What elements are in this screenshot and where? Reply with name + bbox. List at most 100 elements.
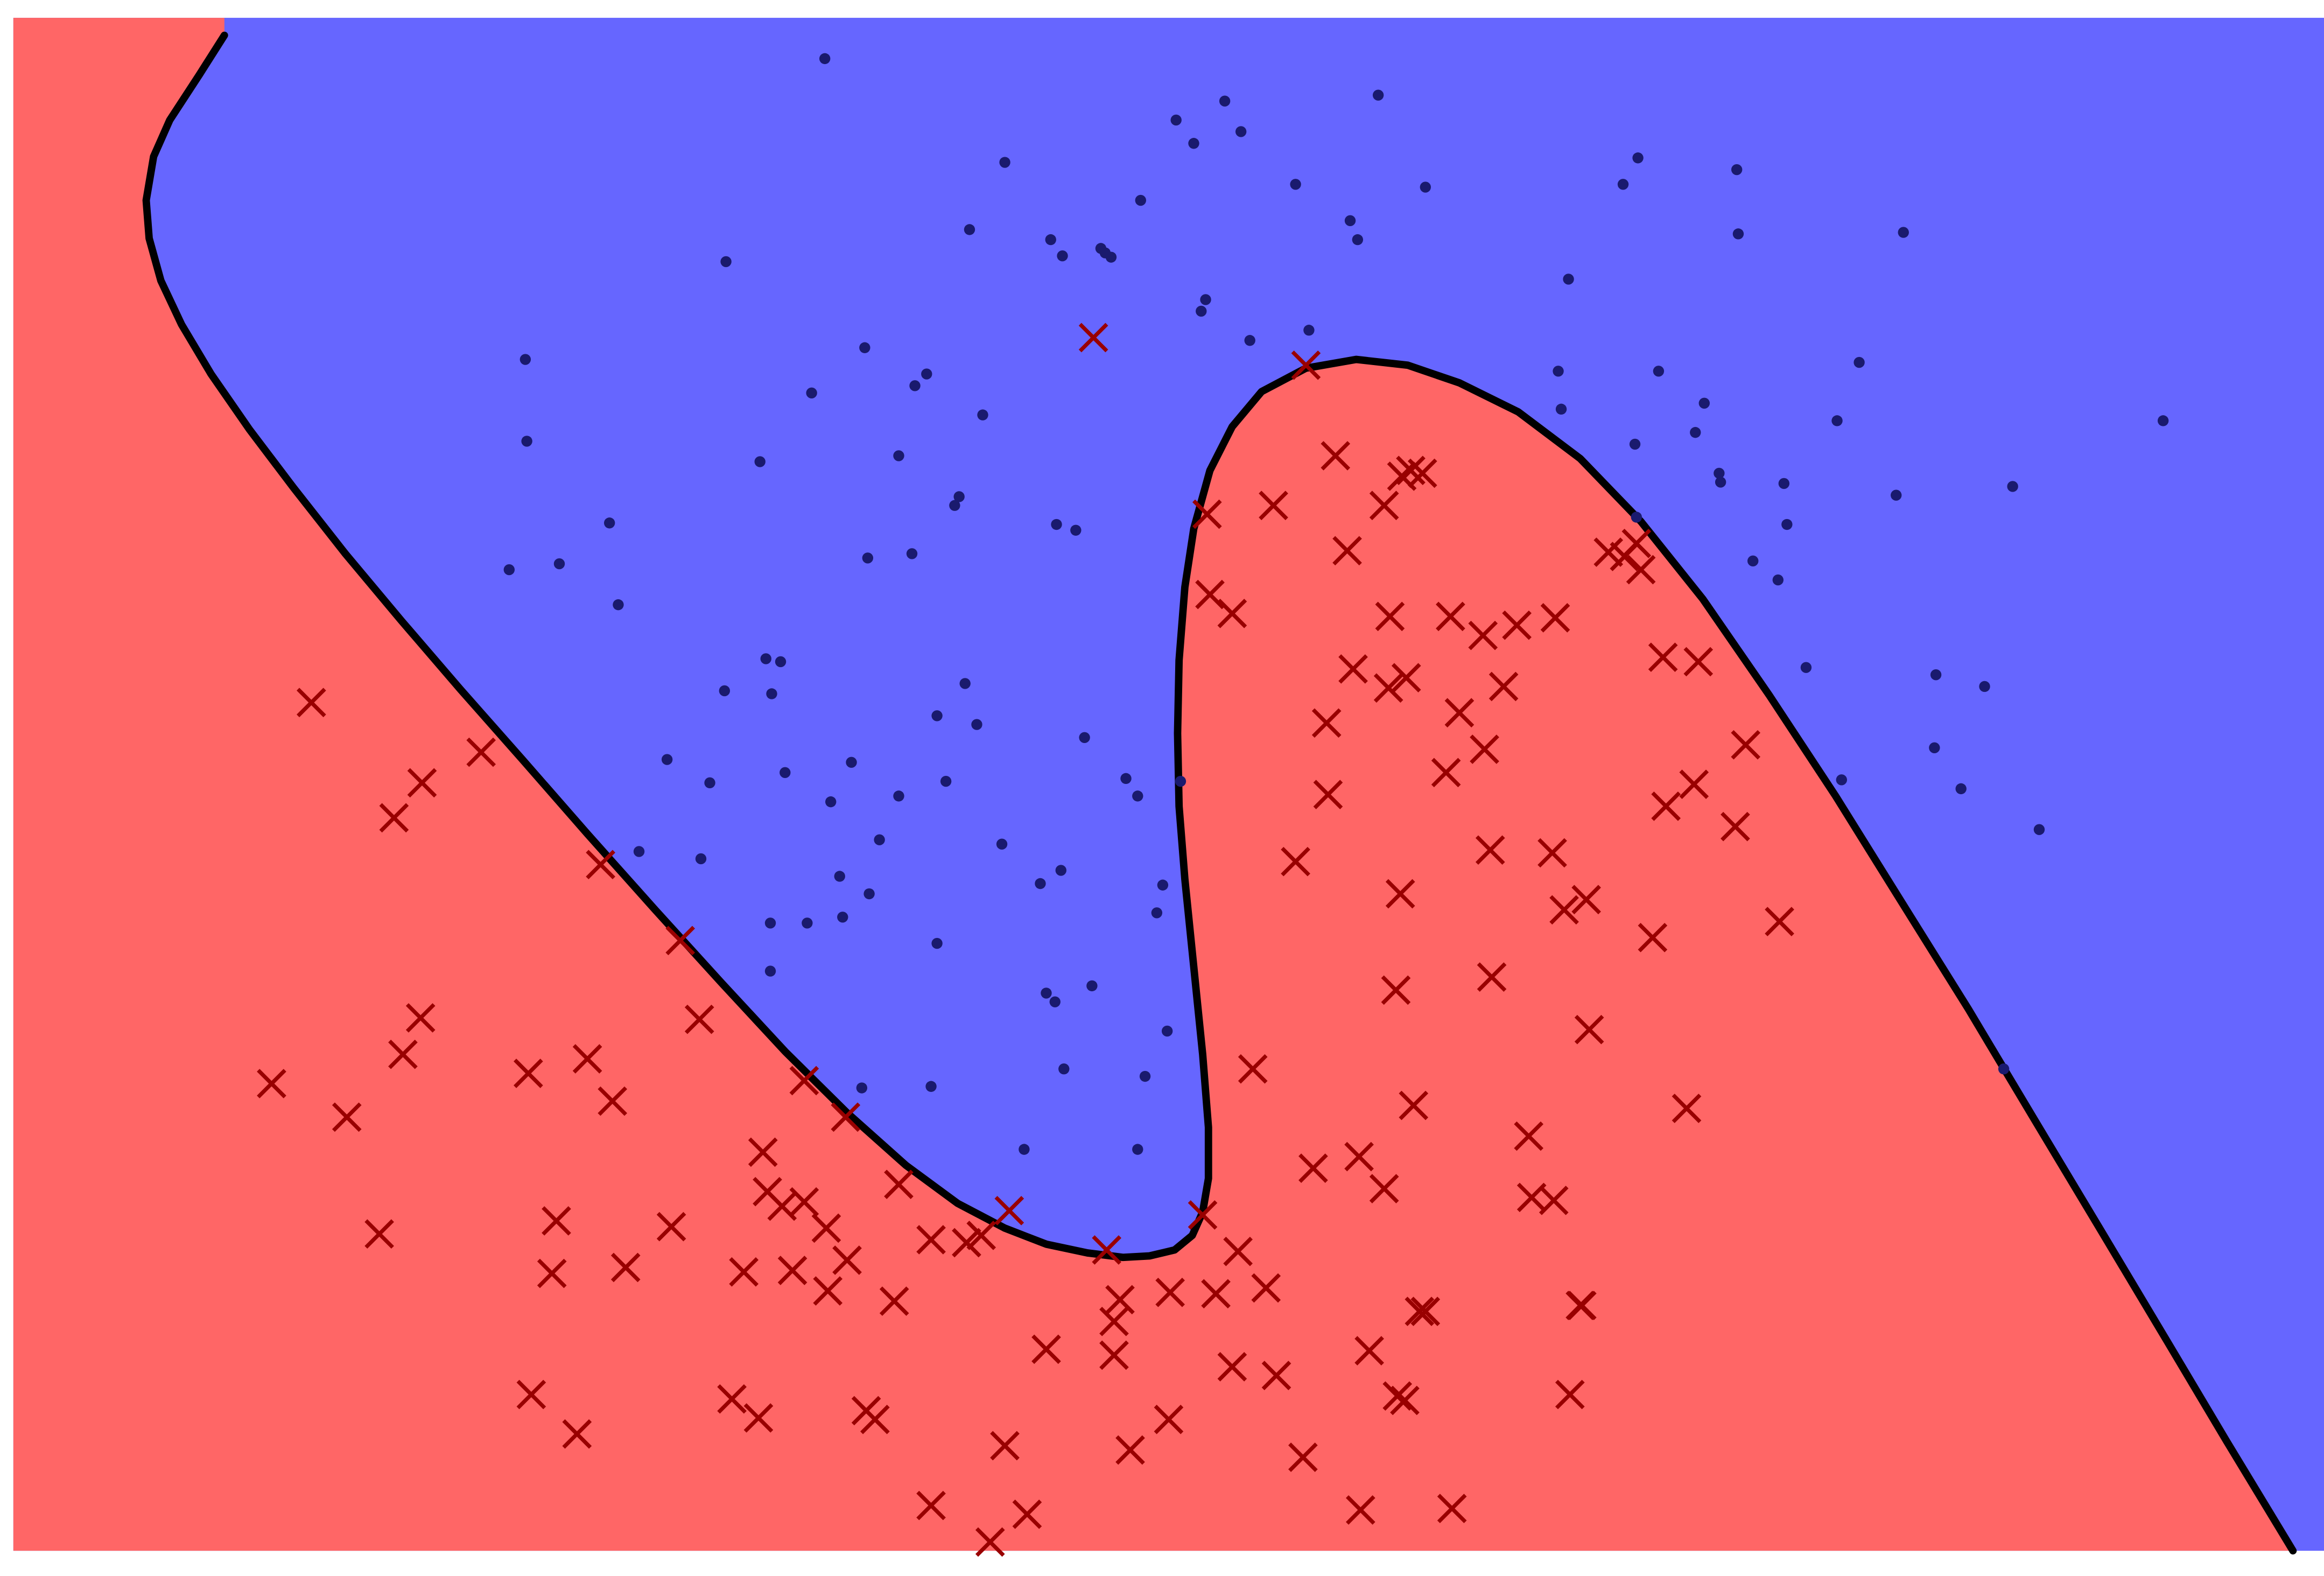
- class-a-point: [553, 558, 565, 570]
- class-a-point: [1653, 366, 1665, 377]
- class-a-point: [949, 500, 960, 511]
- class-a-point: [1079, 732, 1090, 743]
- class-a-point: [1132, 1144, 1143, 1155]
- class-a-point: [1732, 228, 1744, 240]
- class-a-point: [996, 838, 1008, 850]
- class-b-point: [1436, 601, 1465, 632]
- class-b-point: [831, 1102, 861, 1132]
- class-a-point: [1772, 574, 1784, 586]
- class-a-point: [695, 853, 707, 865]
- class-b-point: [1651, 791, 1681, 821]
- class-b-point: [813, 1276, 843, 1306]
- class-a-point: [1041, 987, 1052, 999]
- class-a-point: [2007, 481, 2018, 492]
- class-b-point: [717, 1384, 747, 1414]
- class-b-point: [1192, 499, 1222, 529]
- class-a-point: [1235, 126, 1247, 137]
- class-b-point: [1099, 1306, 1129, 1336]
- class-a-point: [834, 871, 845, 882]
- class-a-point: [1105, 251, 1117, 263]
- class-b-point: [1217, 1352, 1247, 1382]
- class-b-point: [1514, 1121, 1544, 1151]
- class-a-point: [1831, 415, 1843, 426]
- class-a-point: [1698, 397, 1710, 409]
- class-b-point: [1298, 1153, 1328, 1183]
- class-a-point: [1853, 356, 1865, 368]
- class-b-point: [1489, 671, 1519, 702]
- class-a-point: [931, 937, 943, 949]
- class-b-point: [610, 1252, 641, 1283]
- class-a-point: [856, 1082, 868, 1094]
- class-a-point: [1631, 512, 1642, 523]
- class-a-point: [2157, 415, 2169, 426]
- class-a-point: [1057, 250, 1068, 262]
- class-b-point: [1468, 620, 1498, 650]
- class-a-point: [893, 790, 904, 802]
- class-b-point: [1385, 879, 1415, 909]
- class-a-point: [859, 342, 870, 353]
- class-b-point: [1679, 769, 1709, 799]
- class-a-point: [1747, 555, 1759, 567]
- class-a-point: [760, 653, 771, 664]
- class-a-point: [863, 888, 875, 900]
- class-b-point: [1354, 1336, 1384, 1365]
- class-b-point: [1626, 555, 1656, 585]
- class-b-point: [1410, 1297, 1441, 1326]
- class-a-point: [521, 436, 532, 447]
- class-b-point: [1405, 1297, 1435, 1326]
- class-a-point: [1051, 519, 1062, 530]
- class-b-point: [879, 1286, 909, 1316]
- class-a-point: [1553, 366, 1564, 377]
- class-a-point: [603, 517, 615, 529]
- class-b-point: [656, 1211, 686, 1242]
- class-b-point: [789, 1187, 819, 1217]
- class-b-point: [1288, 1442, 1318, 1472]
- class-a-point: [766, 688, 777, 699]
- class-a-point: [909, 380, 921, 391]
- class-a-point: [613, 599, 624, 611]
- class-b-point: [1313, 780, 1343, 809]
- class-a-point: [775, 656, 787, 668]
- class-a-point: [1930, 669, 1942, 681]
- class-a-point: [1781, 519, 1793, 530]
- class-b-point: [1099, 1340, 1129, 1370]
- class-a-point: [846, 757, 857, 768]
- class-b-point: [994, 1196, 1024, 1225]
- class-b-point: [1321, 441, 1351, 471]
- class-b-point: [966, 1221, 996, 1250]
- class-b-point: [1437, 1494, 1467, 1523]
- class-b-point: [1407, 458, 1437, 488]
- class-b-point: [1571, 885, 1601, 915]
- class-b-point: [1369, 1174, 1399, 1203]
- class-b-point: [407, 768, 437, 798]
- class-b-point: [1540, 603, 1570, 633]
- class-b-point: [1537, 838, 1567, 868]
- class-a-point: [1632, 152, 1644, 164]
- class-a-point: [1352, 234, 1364, 246]
- class-a-point: [1731, 164, 1743, 176]
- class-a-point: [1344, 215, 1356, 227]
- class-a-point: [931, 710, 943, 722]
- class-b-point: [466, 737, 496, 767]
- class-b-point: [743, 1403, 774, 1433]
- class-b-point: [364, 1219, 394, 1249]
- class-b-point: [1470, 734, 1499, 764]
- class-b-point: [1765, 907, 1794, 936]
- class-a-point: [1929, 742, 1940, 754]
- class-b-point: [684, 1004, 714, 1034]
- class-a-point: [2033, 824, 2045, 835]
- class-a-point: [971, 719, 982, 730]
- class-a-point: [1800, 662, 1812, 673]
- class-a-point: [959, 678, 971, 689]
- class-b-point: [975, 1527, 1005, 1557]
- region-b-fill: [13, 18, 2324, 1551]
- class-a-point: [1836, 774, 1847, 786]
- class-b-point: [1259, 491, 1288, 521]
- class-a-point: [1372, 89, 1384, 101]
- class-a-point: [764, 917, 776, 929]
- class-b-point: [537, 1258, 567, 1288]
- class-a-point: [704, 777, 715, 789]
- class-a-point: [837, 912, 848, 923]
- class-a-point: [953, 491, 965, 502]
- class-a-point: [719, 685, 731, 697]
